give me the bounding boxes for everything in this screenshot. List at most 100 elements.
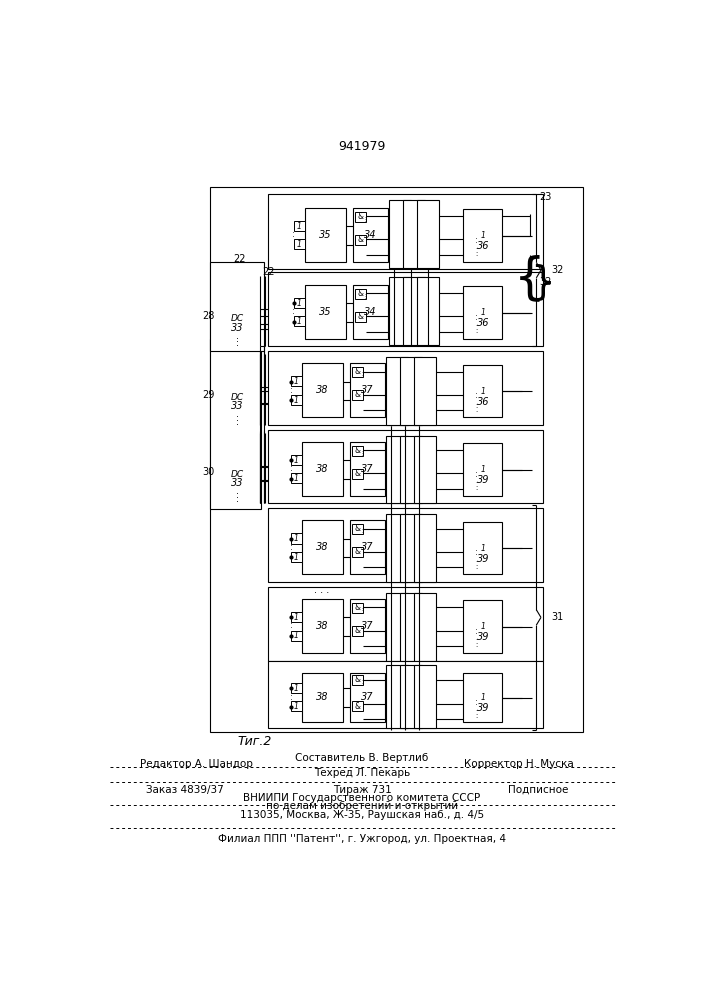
Text: 1: 1 [293,553,298,562]
Text: .: . [361,372,363,377]
Bar [386,357,408,425]
Bar [303,363,343,417]
Bar [351,673,385,722]
Text: Составитель В. Вертлиб: Составитель В. Вертлиб [296,753,428,763]
Bar [386,514,408,582]
Bar [291,376,303,386]
Text: 32: 32 [539,277,551,287]
Text: .: . [235,486,239,496]
Text: 35: 35 [320,307,332,317]
Text: .: . [361,677,363,682]
Text: &: & [354,524,361,533]
Text: DC: DC [230,393,244,402]
Bar [215,289,259,345]
Text: :: : [474,548,477,557]
Text: 1: 1 [293,613,298,622]
Text: &: & [354,469,361,478]
Text: 1: 1 [481,693,485,702]
Text: 38: 38 [316,542,329,552]
Text: 37: 37 [361,692,373,702]
Text: .: . [364,295,366,300]
Bar [293,316,305,326]
Text: .: . [364,214,366,219]
Bar [352,469,363,479]
Text: 1: 1 [293,377,298,386]
Text: .: . [235,490,239,500]
Text: 1: 1 [481,387,485,396]
Bar [354,285,388,339]
Text: .: . [474,251,477,257]
Text: Заказ 4839/37: Заказ 4839/37 [146,785,224,795]
Text: Редактор А. Шандор: Редактор А. Шандор [141,759,253,769]
Text: 1: 1 [293,456,298,465]
Text: :: : [293,230,295,239]
Text: &: & [354,390,361,399]
Text: .: . [474,713,477,719]
Text: .: . [474,478,477,484]
Text: .: . [361,450,363,455]
Bar [291,473,303,483]
Bar [351,520,385,574]
Text: 30: 30 [202,467,215,477]
Text: 22: 22 [233,254,246,264]
Text: 1: 1 [481,622,485,631]
Text: 36: 36 [477,241,489,251]
Bar [417,200,438,268]
Bar [303,599,343,653]
Text: по делам изобретений и открытий: по делам изобретений и открытий [266,801,458,811]
Text: 34: 34 [364,307,377,317]
Text: 35: 35 [320,230,332,240]
Bar [354,208,388,262]
Bar [355,289,366,299]
Text: 28: 28 [202,311,215,321]
Text: ВНИИПИ Государственного комитета СССР: ВНИИПИ Государственного комитета СССР [243,793,481,803]
Text: .: . [474,710,477,716]
Bar [303,442,343,496]
Text: .: . [361,680,363,685]
Text: .: . [474,635,477,641]
Bar [210,187,583,732]
Text: .: . [474,564,477,570]
Text: .: . [361,369,363,374]
Text: 1: 1 [293,684,298,693]
Text: .: . [361,526,363,531]
Text: .: . [474,642,477,648]
Text: 1: 1 [297,299,302,308]
Text: .: . [361,607,363,612]
Text: .: . [235,338,239,348]
Bar [291,701,303,711]
Text: 39: 39 [477,703,489,713]
Text: &: & [358,212,363,221]
Bar [268,272,543,346]
Text: Τиг.2: Τиг.2 [237,735,271,748]
Text: &: & [354,547,361,556]
Text: .: . [364,216,366,221]
Text: &: & [354,702,361,711]
Bar [352,603,363,613]
Text: :: : [474,313,477,322]
Text: 1: 1 [293,702,298,711]
Text: Корректор Н. Муска: Корректор Н. Муска [464,759,573,769]
Bar [355,312,366,322]
Bar [305,285,346,339]
Text: :: : [290,386,293,395]
Bar [268,194,543,269]
Bar [293,239,305,249]
Text: 38: 38 [316,464,329,474]
Bar [464,209,502,262]
Bar [291,455,303,465]
Bar [414,514,436,582]
Text: .: . [474,482,477,488]
Text: 22: 22 [262,267,274,277]
Text: .: . [361,531,363,536]
Bar [291,683,303,693]
Bar [291,533,303,544]
Text: .: . [474,557,477,563]
Bar [400,514,421,582]
Text: {: { [513,254,545,302]
Bar [400,665,421,728]
Text: .: . [474,244,477,250]
Text: :: : [290,543,293,552]
Bar [355,212,366,222]
Bar [464,286,502,339]
